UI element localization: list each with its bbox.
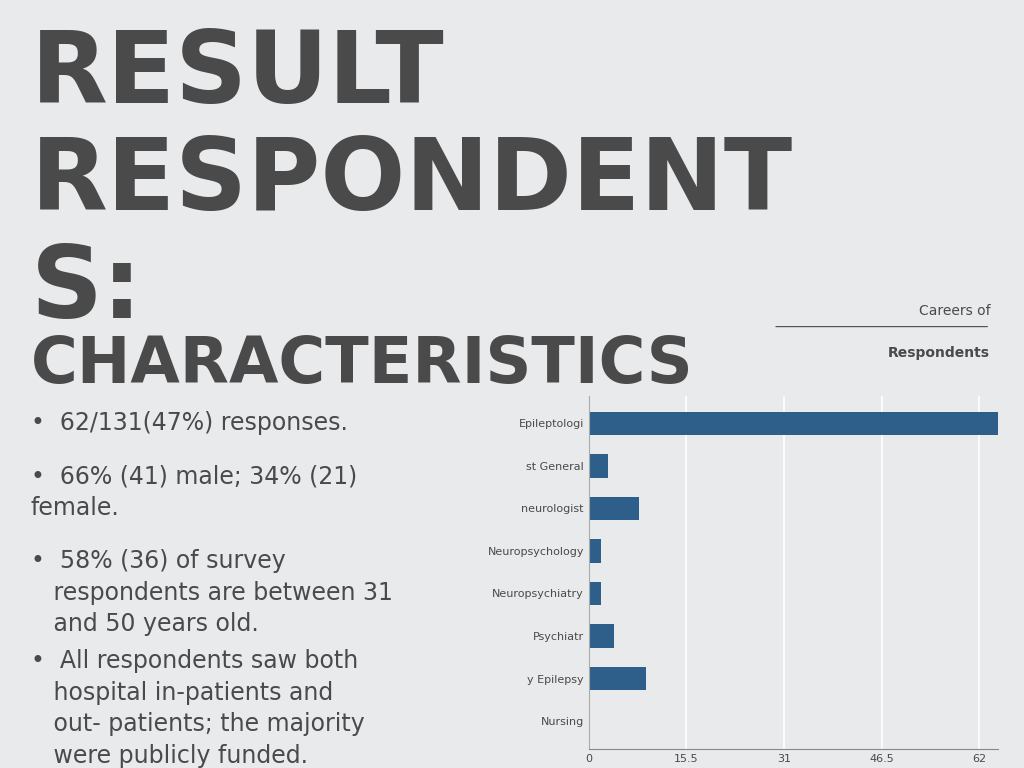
Bar [589,624,614,647]
Bar [589,539,601,563]
Text: Respondents: Respondents [888,346,990,360]
Bar [589,412,1024,435]
Bar [589,667,645,690]
Bar [589,454,607,478]
Bar [589,581,601,605]
Text: RESPONDENT: RESPONDENT [31,134,793,231]
Text: •  All respondents saw both
   hospital in-patients and
   out- patients; the ma: • All respondents saw both hospital in-p… [31,649,365,768]
Text: S:: S: [31,242,142,339]
Text: CHARACTERISTICS: CHARACTERISTICS [31,334,693,396]
Text: •  66% (41) male; 34% (21)
female.: • 66% (41) male; 34% (21) female. [31,465,357,520]
Text: •  58% (36) of survey
   respondents are between 31
   and 50 years old.: • 58% (36) of survey respondents are bet… [31,549,392,637]
Text: •  62/131(47%) responses.: • 62/131(47%) responses. [31,411,347,435]
Bar [589,497,639,520]
Text: Careers of: Careers of [919,304,990,318]
Text: RESULT: RESULT [31,27,444,124]
